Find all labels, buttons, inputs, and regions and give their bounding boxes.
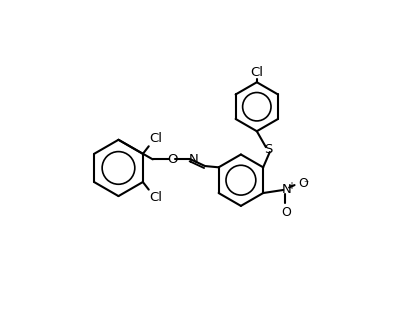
- Text: O: O: [298, 177, 308, 190]
- Text: Cl: Cl: [150, 132, 163, 145]
- Text: N: N: [281, 183, 291, 197]
- Text: O: O: [167, 153, 177, 166]
- Text: ⁻: ⁻: [303, 179, 308, 189]
- Text: O: O: [281, 206, 291, 219]
- Text: Cl: Cl: [250, 66, 263, 79]
- Text: +: +: [287, 181, 295, 191]
- Text: S: S: [264, 143, 272, 156]
- Text: N: N: [188, 153, 198, 166]
- Text: Cl: Cl: [150, 190, 163, 204]
